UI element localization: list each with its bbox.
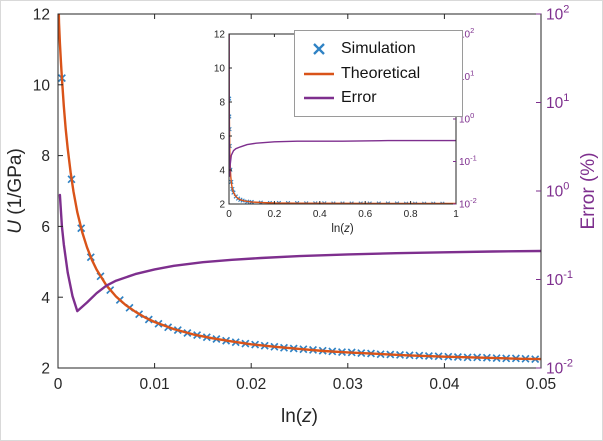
- right-tick-label: 100: [546, 181, 569, 201]
- y-tick-label: 4: [41, 290, 50, 307]
- right-tick-label: 102: [546, 4, 569, 24]
- axis-ticks: [57, 13, 542, 369]
- right-tick-label: 10-1: [546, 269, 573, 289]
- x-tick-label: 0.04: [429, 376, 460, 393]
- x-tick-label: 0.4: [313, 209, 327, 220]
- x-tick-label: 0.02: [236, 376, 266, 393]
- y-tick-label: 2: [41, 361, 50, 378]
- x-marker-icon: [313, 43, 325, 56]
- y-tick-label: 8: [219, 98, 225, 109]
- y-tick-label: 6: [41, 219, 50, 236]
- legend-item-theoretical[interactable]: Theoretical: [295, 64, 462, 82]
- x-tick-label: 0.05: [526, 376, 556, 393]
- right-tick-label: 10-2: [546, 358, 573, 378]
- right-tick-label: 10-1: [459, 154, 477, 169]
- legend[interactable]: Simulation Theoretical Error: [294, 30, 463, 117]
- legend-label-theoretical: Theoretical: [341, 64, 421, 82]
- right-tick-label: 102: [459, 26, 474, 41]
- x-axis-label: ln(z): [331, 223, 354, 235]
- y-tick-label: 12: [214, 30, 226, 41]
- x-tick-label: 0: [54, 376, 63, 393]
- y-tick-label: 10: [214, 64, 226, 75]
- right-tick-label: 100: [459, 111, 474, 126]
- right-tick-label: 101: [546, 92, 569, 112]
- legend-label-error: Error: [341, 88, 377, 106]
- plot-area: [58, 14, 541, 364]
- y-tick-label: 4: [219, 166, 225, 177]
- right-y-axis-label: Error (%): [578, 152, 599, 229]
- y-tick-label: 8: [41, 148, 50, 165]
- left-y-axis-label: U (1/GPa): [5, 148, 26, 234]
- error-line: [229, 34, 456, 177]
- y-tick-label: 2: [219, 200, 225, 211]
- x-tick-label: 0: [226, 209, 232, 220]
- right-tick-label: 10-2: [459, 196, 477, 211]
- theoretical-line: [58, 14, 541, 361]
- x-tick-label: 0.01: [140, 376, 170, 393]
- error-line: [58, 193, 541, 313]
- legend-item-simulation[interactable]: Simulation: [295, 41, 462, 57]
- legend-label-simulation: Simulation: [341, 40, 416, 58]
- y-tick-label: 12: [33, 7, 50, 24]
- line-sample-icon: [304, 96, 334, 100]
- x-tick-label: 0.6: [358, 209, 372, 220]
- y-tick-label: 10: [33, 77, 51, 94]
- x-tick-label: 0.2: [267, 209, 281, 220]
- right-tick-label: 101: [459, 69, 474, 84]
- x-tick-label: 0.8: [404, 209, 418, 220]
- x-tick-label: 1: [453, 209, 459, 220]
- x-tick-label: 0.03: [333, 376, 363, 393]
- line-sample-icon: [304, 72, 334, 75]
- y-tick-label: 6: [219, 132, 225, 143]
- x-axis-label: ln(z): [281, 406, 318, 427]
- legend-item-error[interactable]: Error: [295, 88, 462, 106]
